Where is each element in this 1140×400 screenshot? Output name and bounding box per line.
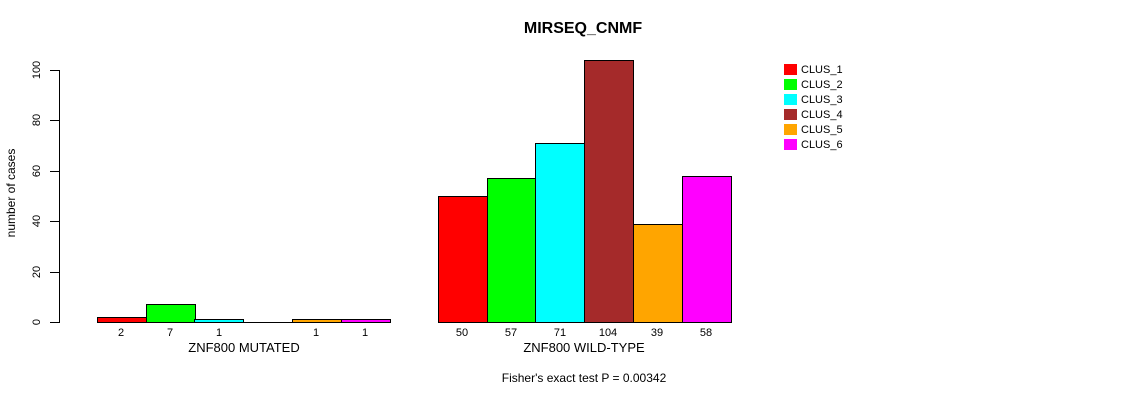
bar-clus_3: [535, 143, 585, 323]
y-tick: [50, 221, 59, 222]
legend-label: CLUS_4: [801, 108, 843, 121]
bar-clus_2: [487, 178, 537, 323]
legend-label: CLUS_2: [801, 78, 843, 91]
bar-value-label: 58: [699, 327, 713, 339]
y-tick: [50, 70, 59, 71]
legend-swatch: [784, 124, 797, 135]
bar-value-label: 50: [455, 327, 469, 339]
y-tick-label: 80: [31, 113, 43, 127]
bar-clus_4: [584, 60, 634, 323]
legend-item: CLUS_1: [784, 62, 843, 77]
legend: CLUS_1 CLUS_2 CLUS_3 CLUS_4 CLUS_5 CLUS_6: [784, 62, 843, 152]
y-tick-label: 100: [31, 60, 43, 80]
bar-value-label: 1: [361, 327, 369, 339]
bar-clus_6: [341, 319, 391, 323]
bar-value-label: 57: [504, 327, 518, 339]
y-tick: [50, 120, 59, 121]
group-label-mutated: ZNF800 MUTATED: [188, 340, 300, 355]
legend-item: CLUS_2: [784, 77, 843, 92]
bar-value-label: 7: [166, 327, 174, 339]
y-tick-label: 60: [31, 164, 43, 178]
chart-title: MIRSEQ_CNMF: [523, 20, 643, 37]
bar-clus_3: [194, 319, 244, 323]
bar-clus_6: [682, 176, 732, 323]
group-label-wildtype: ZNF800 WILD-TYPE: [523, 340, 645, 355]
legend-swatch: [784, 109, 797, 120]
bar-clus_1: [97, 317, 147, 323]
legend-item: CLUS_3: [784, 92, 843, 107]
y-tick-label: 40: [31, 214, 43, 228]
legend-label: CLUS_3: [801, 93, 843, 106]
bar-value-label: 1: [215, 327, 223, 339]
bar-value-label: 104: [598, 327, 618, 339]
y-tick-label: 0: [31, 318, 43, 326]
legend-label: CLUS_5: [801, 123, 843, 136]
bar-value-label: 71: [553, 327, 567, 339]
y-axis-line: [59, 70, 60, 323]
bar-value-label: 39: [650, 327, 664, 339]
legend-swatch: [784, 79, 797, 90]
bar-zero: [243, 322, 292, 323]
bar-value-label: 2: [117, 327, 125, 339]
footnote-fisher-test: Fisher's exact test P = 0.00342: [501, 371, 667, 385]
legend-item: CLUS_4: [784, 107, 843, 122]
legend-item: CLUS_5: [784, 122, 843, 137]
legend-item: CLUS_6: [784, 137, 843, 152]
y-tick-label: 20: [31, 265, 43, 279]
y-tick: [50, 322, 59, 323]
bar-clus_2: [146, 304, 196, 323]
bar-clus_5: [633, 224, 683, 323]
y-tick: [50, 272, 59, 273]
legend-swatch: [784, 139, 797, 150]
legend-swatch: [784, 94, 797, 105]
bar-clus_1: [438, 196, 488, 323]
legend-label: CLUS_1: [801, 63, 843, 76]
bar-value-label: 1: [312, 327, 320, 339]
y-tick: [50, 171, 59, 172]
y-axis-label: number of cases: [4, 148, 18, 238]
legend-swatch: [784, 64, 797, 75]
legend-label: CLUS_6: [801, 138, 843, 151]
bar-clus_5: [292, 319, 342, 323]
